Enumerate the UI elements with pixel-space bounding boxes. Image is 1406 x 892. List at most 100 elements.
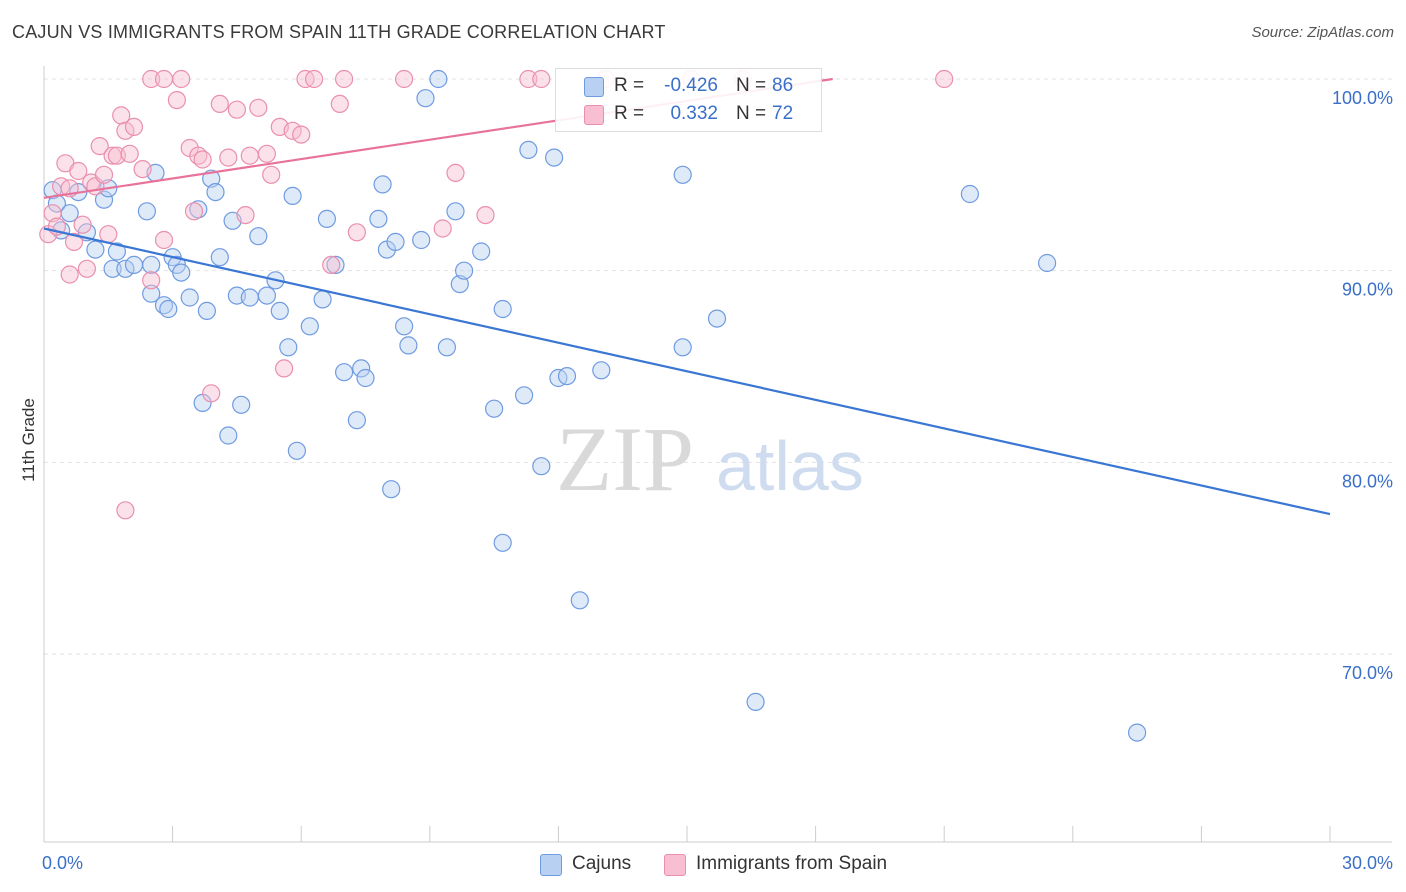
cajuns-point xyxy=(116,259,135,278)
cajuns-point xyxy=(592,361,611,380)
y-tick-label: 100.0% xyxy=(1332,88,1393,108)
cajuns-point xyxy=(86,240,105,259)
cajuns-point xyxy=(335,363,354,382)
spain-point xyxy=(532,69,551,89)
cajuns-point xyxy=(159,299,178,319)
cajuns-point xyxy=(356,368,375,388)
cajuns-point xyxy=(103,259,122,278)
cajuns-point xyxy=(197,301,216,320)
spain-point xyxy=(120,144,139,163)
cajuns-point xyxy=(172,263,191,282)
cajuns-point xyxy=(287,441,306,460)
y-tick-label: 90.0% xyxy=(1342,280,1393,300)
spain-point xyxy=(77,259,97,278)
cajuns-point xyxy=(746,692,765,712)
spain-point xyxy=(94,165,114,184)
cajuns-point xyxy=(399,336,418,355)
cajuns-point xyxy=(544,148,564,167)
data-points xyxy=(39,69,1147,742)
cajuns-point xyxy=(142,284,161,303)
legend-label-spain: Immigrants from Spain xyxy=(696,853,888,874)
legend-n-label: N = xyxy=(736,75,767,96)
cajuns-point xyxy=(279,338,298,357)
spain-point xyxy=(172,69,191,89)
legend-n-value-spain: 72 xyxy=(772,103,794,124)
legend-r-value-spain: 0.332 xyxy=(670,103,718,124)
cajuns-point xyxy=(142,255,161,274)
grid-lines xyxy=(44,78,1392,655)
chart-title: CAJUN VS IMMIGRANTS FROM SPAIN 11TH GRAD… xyxy=(12,22,666,42)
cajuns-point xyxy=(514,386,534,405)
cajuns-point xyxy=(485,399,504,418)
spain-point xyxy=(60,265,79,284)
cajuns-point xyxy=(137,202,156,221)
spain-point xyxy=(935,69,954,89)
legend-swatch-spain xyxy=(664,854,686,876)
cajuns-point xyxy=(317,209,336,228)
watermark: ZIP atlas xyxy=(556,408,864,510)
spain-point xyxy=(283,121,302,140)
legend-row-spain: R = 0.332 N = 72 xyxy=(556,100,821,128)
cajuns-point xyxy=(519,140,538,159)
spain-point xyxy=(322,255,341,274)
cajuns-point xyxy=(1037,253,1057,273)
cajuns-point xyxy=(673,338,692,357)
spain-point xyxy=(43,204,62,223)
spain-point xyxy=(219,148,238,167)
cajuns-point xyxy=(326,255,345,274)
cajuns-point xyxy=(240,288,259,307)
spain-point xyxy=(227,100,246,119)
spain-point xyxy=(236,206,255,225)
cajuns-point xyxy=(124,255,144,274)
cajuns-trend-line xyxy=(43,227,1331,516)
spain-point xyxy=(446,163,465,182)
spain-point xyxy=(133,160,152,179)
cajuns-point xyxy=(455,261,474,280)
cajuns-point xyxy=(313,290,332,309)
cajuns-point xyxy=(437,338,456,357)
spain-point xyxy=(330,94,349,114)
legend-swatch-cajuns xyxy=(540,854,562,876)
watermark-zip: ZIP xyxy=(556,408,694,510)
cajuns-point xyxy=(532,457,551,476)
cajuns-point xyxy=(472,242,491,261)
legend-label-cajuns: Cajuns xyxy=(572,853,632,874)
y-axis-label-wrap: 11th Grade xyxy=(14,360,42,520)
cajuns-point xyxy=(232,395,251,414)
cajuns-point xyxy=(960,184,980,204)
cajuns-point xyxy=(416,89,435,108)
axes xyxy=(43,66,1392,843)
cajuns-point xyxy=(300,317,319,336)
cajuns-point xyxy=(1127,723,1147,742)
cajuns-point xyxy=(395,317,414,336)
legend-r-label: R = xyxy=(614,75,645,96)
spain-point xyxy=(64,232,84,251)
cajuns-point xyxy=(557,367,577,386)
x-tick-label: 0.0% xyxy=(42,853,83,873)
series-legend: Cajuns Immigrants from Spain xyxy=(0,852,1406,878)
cajuns-point xyxy=(249,227,268,246)
cajuns-point xyxy=(450,275,469,294)
cajuns-point xyxy=(94,190,114,209)
spain-point xyxy=(433,219,452,238)
spain-point xyxy=(142,69,161,89)
spain-point xyxy=(275,359,294,378)
spain-point xyxy=(69,161,88,181)
spain-point xyxy=(154,230,174,250)
y-axis-label: 11th Grade xyxy=(19,398,38,482)
spain-point xyxy=(240,146,259,165)
cajuns-point xyxy=(446,202,465,221)
spain-point xyxy=(292,125,311,144)
legend-r-label: R = xyxy=(614,103,645,124)
spain-point xyxy=(142,271,161,290)
spain-point xyxy=(202,384,221,403)
source-credit: Source: ZipAtlas.com xyxy=(1251,24,1394,41)
legend-r-value-cajuns: -0.426 xyxy=(664,75,718,96)
y-tick-label: 80.0% xyxy=(1342,471,1393,491)
cajuns-point xyxy=(283,186,302,205)
cajuns-point xyxy=(493,299,512,319)
spain-point xyxy=(167,90,186,110)
legend-row-cajuns: R = -0.426 N = 86 xyxy=(556,72,821,100)
cajuns-point xyxy=(707,309,727,328)
